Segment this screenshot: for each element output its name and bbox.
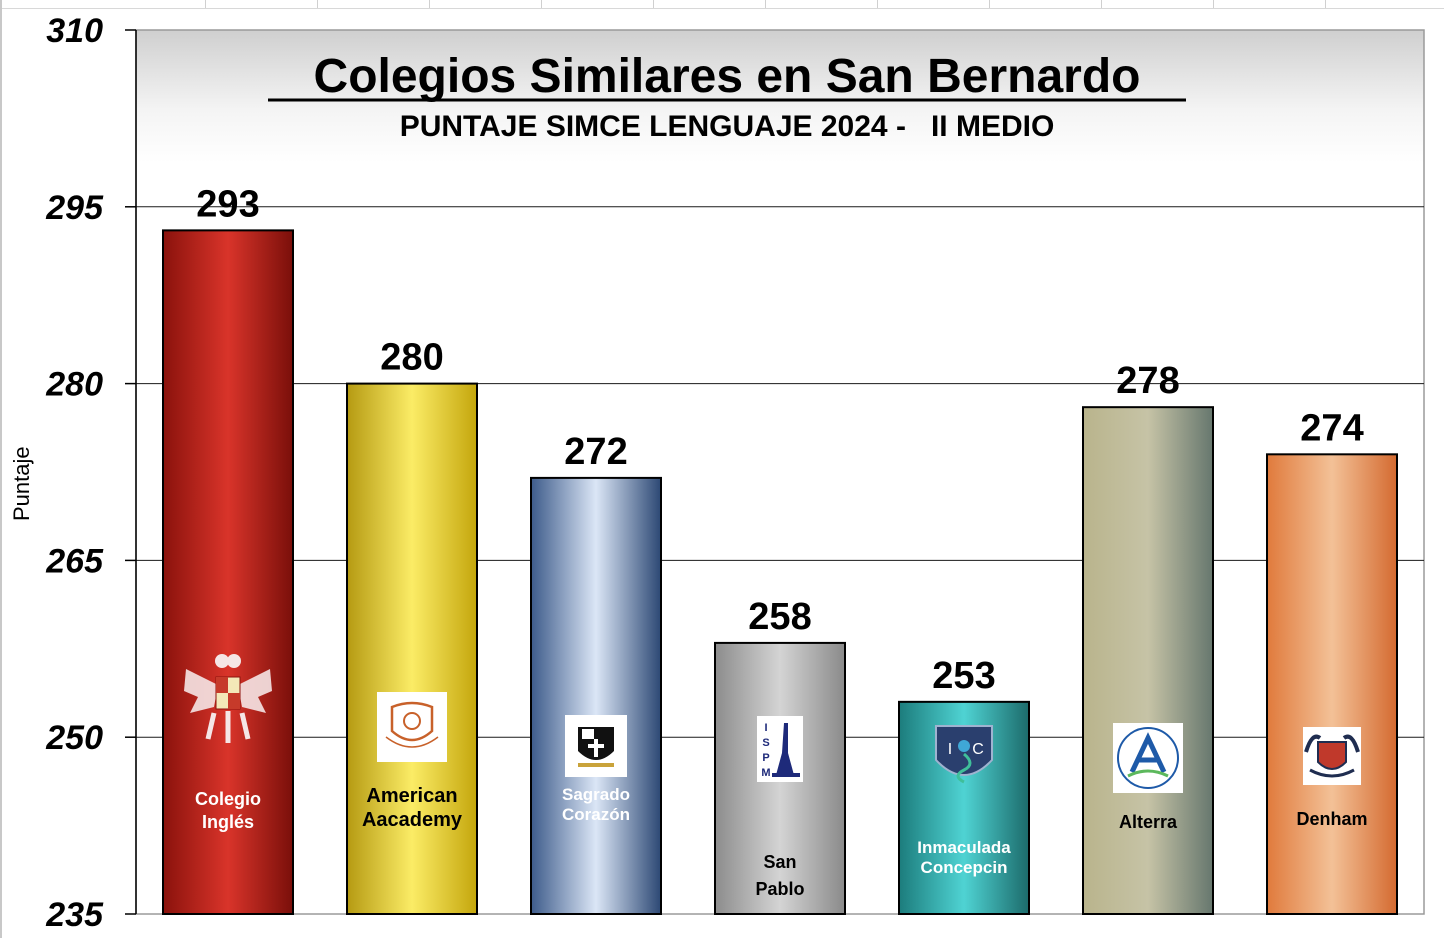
category-label: Alterra — [1119, 812, 1178, 832]
eagle-crest-icon — [184, 654, 272, 743]
bar — [530, 476, 662, 915]
svg-text:I: I — [764, 722, 767, 734]
category-label: Corazón — [562, 805, 630, 824]
svg-text:S: S — [762, 737, 769, 749]
y-tick-label: 310 — [46, 12, 103, 50]
svg-text:M: M — [761, 767, 770, 779]
sagrado-corazon-shield-icon — [565, 715, 627, 777]
svg-text:C: C — [972, 741, 984, 758]
category-label: Pablo — [755, 879, 804, 899]
y-tick-label: 265 — [45, 542, 104, 580]
category-label: Inmaculada — [917, 838, 1011, 857]
category-label: Aacademy — [362, 809, 463, 831]
bar-value-label: 274 — [1300, 407, 1363, 449]
bar-value-label: 272 — [564, 431, 627, 473]
denham-crest-icon — [1303, 727, 1361, 785]
category-label: San — [763, 852, 796, 872]
bar — [1266, 453, 1398, 915]
category-label: Denham — [1296, 809, 1367, 829]
svg-text:I: I — [948, 741, 952, 758]
bar-value-label: 280 — [380, 337, 443, 379]
bar — [346, 382, 478, 916]
category-label: Concepcin — [921, 858, 1008, 877]
y-tick-label: 295 — [45, 189, 104, 227]
category-label: Inglés — [202, 812, 254, 832]
y-tick-label: 250 — [45, 719, 103, 757]
svg-text:P: P — [762, 752, 769, 764]
y-tick-label: 280 — [45, 366, 103, 404]
y-tick-label: 235 — [45, 896, 104, 934]
category-label: American — [366, 785, 457, 807]
bar-value-label: 293 — [196, 183, 259, 225]
bar — [162, 229, 294, 915]
bar-value-label: 258 — [748, 596, 811, 638]
spreadsheet-grid-strip — [0, 0, 1444, 9]
chart-subtitle: PUNTAJE SIMCE LENGUAJE 2024 - II MEDIO — [400, 110, 1055, 143]
chart-title: Colegios Similares en San Bernardo — [314, 50, 1141, 103]
y-axis-title: Puntaje — [9, 446, 34, 521]
bar-value-label: 253 — [932, 655, 995, 697]
bar-value-label: 278 — [1116, 360, 1179, 402]
bar — [1082, 406, 1214, 915]
american-academy-crest-icon — [377, 692, 447, 762]
alterra-a-logo-icon — [1113, 723, 1183, 793]
category-label: Sagrado — [562, 785, 630, 804]
category-label: Colegio — [195, 789, 261, 809]
spreadsheet-edge — [0, 0, 2, 938]
